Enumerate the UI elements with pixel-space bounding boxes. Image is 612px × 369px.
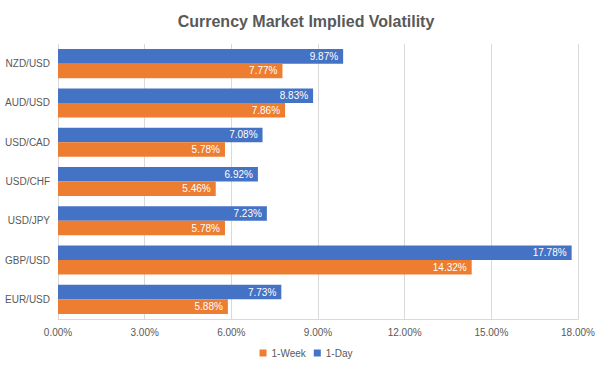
svg-text:USD/JPY: USD/JPY bbox=[8, 215, 51, 226]
svg-text:17.78%: 17.78% bbox=[533, 247, 567, 258]
svg-text:USD/CAD: USD/CAD bbox=[5, 137, 50, 148]
svg-text:9.87%: 9.87% bbox=[310, 51, 338, 62]
svg-text:7.86%: 7.86% bbox=[252, 105, 280, 116]
svg-text:8.83%: 8.83% bbox=[280, 90, 308, 101]
svg-text:1-Day: 1-Day bbox=[326, 348, 353, 359]
svg-text:USD/CHF: USD/CHF bbox=[6, 176, 50, 187]
svg-text:15.00%: 15.00% bbox=[474, 327, 508, 338]
svg-text:GBP/USD: GBP/USD bbox=[5, 255, 50, 266]
svg-text:Currency Market Implied Volati: Currency Market Implied Volatility bbox=[178, 13, 435, 30]
svg-text:9.00%: 9.00% bbox=[304, 327, 332, 338]
svg-text:1-Week: 1-Week bbox=[272, 348, 307, 359]
svg-text:5.78%: 5.78% bbox=[192, 144, 220, 155]
svg-text:5.88%: 5.88% bbox=[195, 301, 223, 312]
svg-text:14.32%: 14.32% bbox=[433, 262, 467, 273]
svg-text:6.00%: 6.00% bbox=[217, 327, 245, 338]
svg-text:EUR/USD: EUR/USD bbox=[5, 294, 50, 305]
svg-text:5.46%: 5.46% bbox=[182, 183, 210, 194]
svg-text:6.92%: 6.92% bbox=[225, 169, 253, 180]
svg-text:3.00%: 3.00% bbox=[130, 327, 158, 338]
svg-text:5.78%: 5.78% bbox=[192, 223, 220, 234]
svg-text:NZD/USD: NZD/USD bbox=[6, 58, 50, 69]
svg-text:7.73%: 7.73% bbox=[248, 287, 276, 298]
svg-text:7.23%: 7.23% bbox=[234, 208, 262, 219]
svg-text:7.77%: 7.77% bbox=[249, 65, 277, 76]
svg-text:18.00%: 18.00% bbox=[561, 327, 595, 338]
svg-text:AUD/USD: AUD/USD bbox=[5, 97, 50, 108]
svg-text:0.00%: 0.00% bbox=[44, 327, 72, 338]
svg-text:12.00%: 12.00% bbox=[388, 327, 422, 338]
svg-text:7.08%: 7.08% bbox=[229, 129, 257, 140]
